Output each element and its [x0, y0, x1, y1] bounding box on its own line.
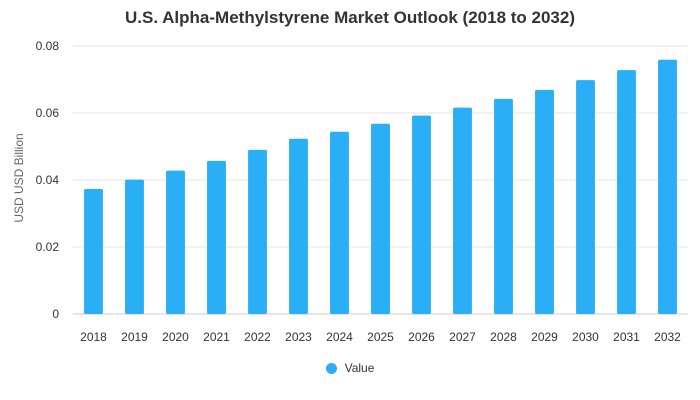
x-tick-label: 2026: [408, 330, 435, 344]
legend-swatch-icon: [325, 362, 337, 374]
x-tick-label: 2019: [121, 330, 148, 344]
y-tick-label: 0.08: [36, 39, 60, 53]
legend[interactable]: Value: [0, 361, 700, 375]
bar-2030[interactable]: [576, 80, 595, 314]
bar-2032[interactable]: [658, 59, 677, 314]
bar-2025[interactable]: [371, 123, 390, 314]
y-tick-label: 0: [52, 307, 59, 321]
x-tick-label: 2023: [285, 330, 312, 344]
y-tick-label: 0.04: [36, 173, 60, 187]
bar-2018[interactable]: [84, 189, 103, 314]
bar-2026[interactable]: [412, 115, 431, 315]
x-tick-label: 2031: [613, 330, 640, 344]
x-tick-label: 2032: [654, 330, 681, 344]
bar-2023[interactable]: [289, 138, 308, 314]
bar-2024[interactable]: [330, 131, 349, 314]
bar-2029[interactable]: [535, 89, 554, 314]
y-tick-label: 0.06: [36, 106, 60, 120]
x-tick-label: 2029: [531, 330, 558, 344]
bar-2022[interactable]: [248, 149, 267, 314]
chart-title: U.S. Alpha-Methylstyrene Market Outlook …: [125, 8, 575, 27]
x-tick-label: 2020: [162, 330, 189, 344]
bar-2028[interactable]: [494, 98, 513, 315]
x-tick-label: 2025: [367, 330, 394, 344]
bar-2019[interactable]: [125, 179, 144, 314]
y-tick-label: 0.02: [36, 240, 60, 254]
bar-2021[interactable]: [207, 160, 226, 314]
bar-2020[interactable]: [166, 170, 185, 314]
x-tick-label: 2030: [572, 330, 599, 344]
bar-2031[interactable]: [617, 70, 636, 315]
y-axis-title: USD USD Billion: [12, 133, 26, 222]
x-tick-label: 2022: [244, 330, 271, 344]
x-tick-label: 2021: [203, 330, 230, 344]
bar-2027[interactable]: [453, 107, 472, 314]
x-tick-label: 2018: [80, 330, 107, 344]
x-tick-label: 2028: [490, 330, 517, 344]
x-tick-label: 2027: [449, 330, 476, 344]
legend-label: Value: [344, 361, 375, 375]
x-tick-label: 2024: [326, 330, 353, 344]
